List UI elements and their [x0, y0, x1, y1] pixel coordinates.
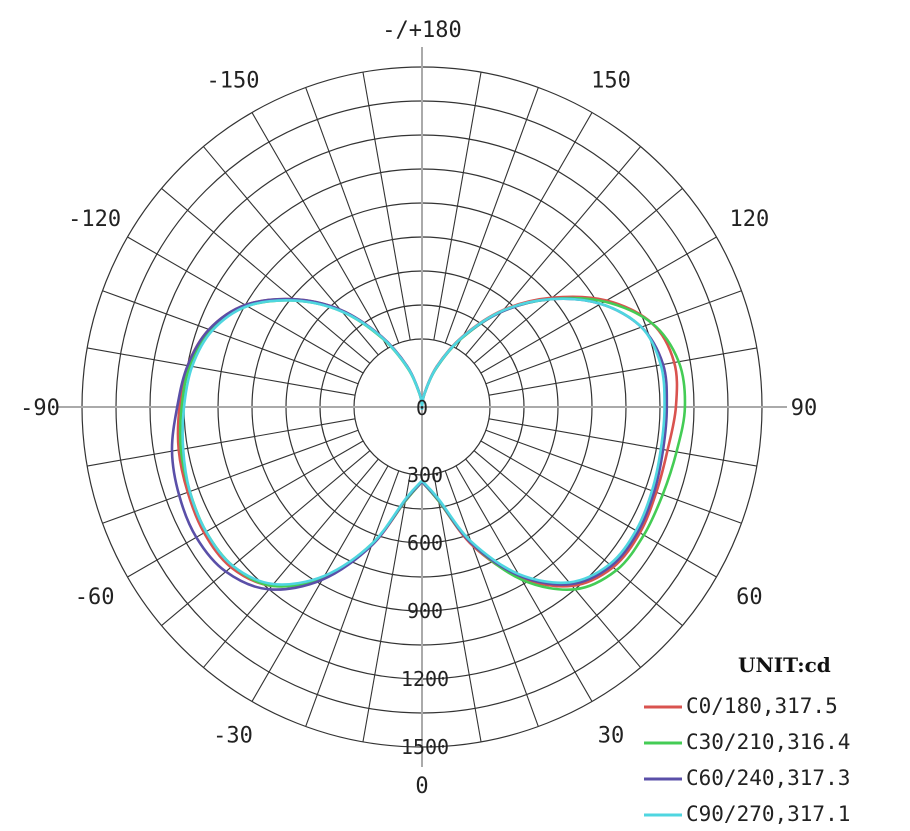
radial-tick-label: 900 — [407, 599, 443, 623]
grid-spoke — [485, 290, 742, 385]
grid-spoke — [473, 450, 683, 626]
grid-spoke — [444, 87, 539, 344]
grid-spoke — [455, 465, 593, 702]
polar-grid — [57, 47, 787, 767]
grid-spoke — [455, 112, 593, 349]
grid-spoke — [465, 146, 641, 356]
legend-entry: C30/210,316.4 — [686, 730, 850, 754]
grid-spoke — [473, 188, 683, 364]
grid-spoke — [161, 188, 371, 364]
grid-spoke — [488, 347, 757, 396]
grid-spoke — [127, 440, 364, 578]
grid-spoke — [161, 450, 371, 626]
angle-tick-label: 120 — [729, 207, 769, 232]
angle-tick-label: 30 — [598, 723, 625, 748]
legend-unit-label: UNIT:cd — [738, 653, 831, 677]
grid-spoke — [480, 440, 717, 578]
grid-spoke — [433, 72, 482, 341]
grid-spoke — [480, 236, 717, 374]
legend-entry: C60/240,317.3 — [686, 766, 850, 790]
grid-spoke — [203, 458, 379, 668]
angle-tick-label: -150 — [207, 69, 260, 94]
grid-spoke — [485, 429, 742, 524]
angle-tick-label: 90 — [791, 396, 818, 421]
angle-tick-label: -90 — [20, 396, 60, 421]
grid-spoke — [203, 146, 379, 356]
series-curves — [170, 295, 687, 591]
angle-tick-label: -120 — [68, 207, 121, 232]
series-curve — [181, 297, 666, 586]
grid-spoke — [251, 465, 389, 702]
radial-tick-label: 1500 — [401, 735, 449, 759]
radial-tick-label: 1200 — [401, 667, 449, 691]
radial-tick-label: 300 — [407, 463, 443, 487]
grid-spoke — [305, 87, 400, 344]
radial-tick-label: 600 — [407, 531, 443, 555]
grid-spoke — [102, 290, 359, 385]
grid-spoke — [444, 470, 539, 727]
angle-tick-label: 0 — [415, 774, 428, 799]
grid-spoke — [362, 473, 411, 742]
angle-labels: -/+180-150 150-120 120-90 90-60 60-30 300 — [20, 18, 817, 799]
angle-tick-label: 150 — [591, 69, 631, 94]
radial-tick-labels: 300 600 900 1200 1500 — [401, 463, 449, 759]
angle-tick-label: -30 — [213, 723, 253, 748]
grid-spoke — [305, 470, 400, 727]
angle-tick-label: -/+180 — [382, 18, 461, 43]
angle-tick-label: -60 — [75, 585, 115, 610]
grid-spoke — [251, 112, 389, 349]
angle-tick-label: 60 — [736, 585, 763, 610]
grid-spoke — [87, 418, 356, 467]
grid-spoke — [433, 473, 482, 742]
legend: UNIT:cd C0/180,317.5 C30/210,316.4 C60/240… — [644, 653, 850, 826]
grid-spoke — [465, 458, 641, 668]
grid-spoke — [87, 347, 356, 396]
legend-entry: C0/180,317.5 — [686, 694, 838, 718]
legend-entry: C90/270,317.1 — [686, 802, 850, 826]
grid-spoke — [362, 72, 411, 341]
center-label: 0 — [416, 396, 428, 420]
grid-spoke — [102, 429, 359, 524]
grid-spoke — [488, 418, 757, 467]
